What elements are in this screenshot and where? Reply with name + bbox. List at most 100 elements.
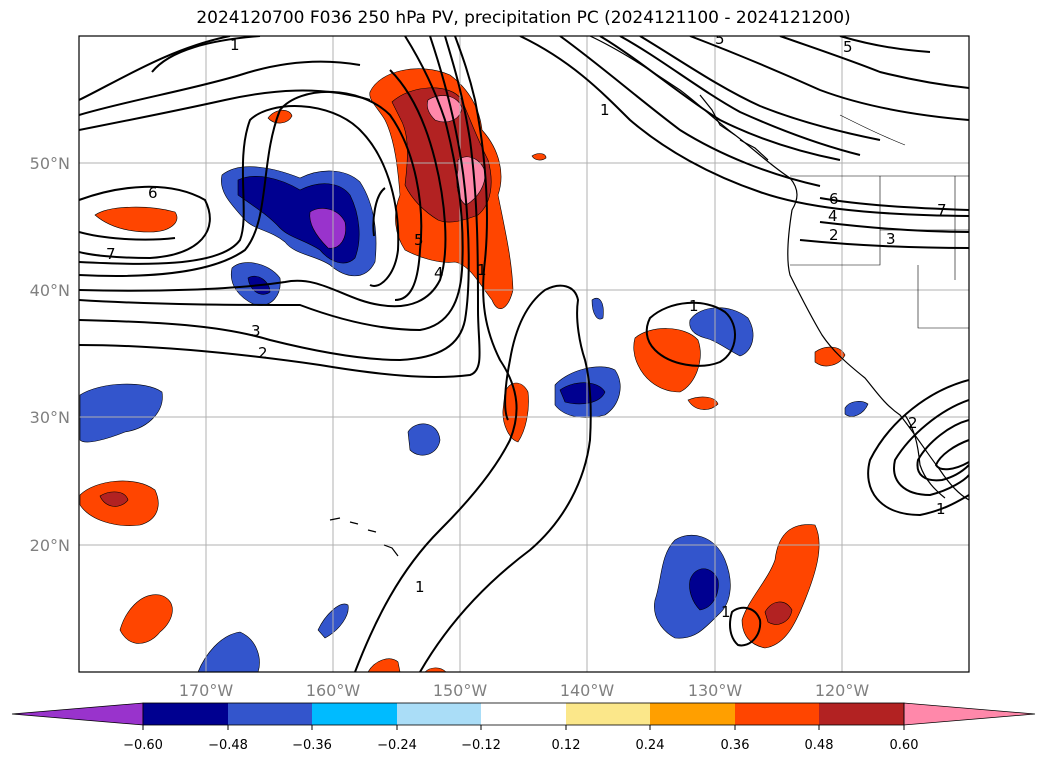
pv-contour bbox=[779, 36, 969, 89]
colorbar-bin bbox=[819, 703, 904, 725]
colorbar-bin bbox=[650, 703, 735, 725]
positive-anomaly-area-strong bbox=[764, 601, 793, 625]
pv-contour bbox=[689, 36, 969, 121]
pv-contour bbox=[639, 36, 881, 141]
latitude-labels: 50°N 40°N 30°N 20°N bbox=[30, 154, 70, 555]
negative-anomaly-area-strong bbox=[689, 568, 719, 611]
figure-title: 2024120700 F036 250 hPa PV, precipitatio… bbox=[196, 8, 851, 28]
state-borders bbox=[790, 114, 969, 329]
pv-contour bbox=[839, 36, 931, 53]
contour-label: 7 bbox=[937, 201, 947, 219]
map-frame bbox=[78, 35, 970, 673]
negative-anomaly-area bbox=[79, 383, 163, 443]
pv-contour bbox=[599, 36, 841, 161]
colorbar: −0.60 −0.48 −0.36 −0.24 −0.12 0.12 0.24 … bbox=[11, 702, 1036, 753]
lon-label: 160°W bbox=[306, 681, 361, 700]
colorbar-bin bbox=[397, 703, 481, 725]
contour-label: 2 bbox=[258, 344, 268, 362]
pv-contour bbox=[867, 379, 969, 517]
contour-label: 5 bbox=[715, 30, 725, 48]
colorbar-tick-label: −0.12 bbox=[461, 738, 501, 753]
pv-contour bbox=[559, 36, 821, 187]
pv-contour bbox=[519, 36, 969, 217]
colorbar-bin bbox=[566, 703, 650, 725]
pv-contour bbox=[79, 185, 211, 260]
pv-contour bbox=[354, 36, 518, 672]
negative-anomaly-area bbox=[591, 297, 604, 320]
pv-contour bbox=[79, 36, 481, 378]
lat-label: 50°N bbox=[30, 154, 70, 173]
contour-label: 1 bbox=[689, 297, 699, 315]
pv-contour bbox=[916, 419, 969, 482]
pv-contour bbox=[79, 36, 470, 362]
contour-label: 5 bbox=[843, 38, 853, 56]
positive-anomaly-area bbox=[94, 206, 178, 233]
contour-label: 7 bbox=[106, 245, 116, 263]
pv-contour bbox=[79, 36, 231, 101]
contour-label: 1 bbox=[477, 261, 487, 279]
colorbar-extend-low bbox=[11, 702, 144, 726]
pv-contour bbox=[151, 36, 261, 73]
colorbar-tick-label: −0.36 bbox=[292, 738, 332, 753]
pv-contour bbox=[79, 105, 400, 287]
contour-label: 3 bbox=[251, 322, 261, 340]
colorbar-bin bbox=[228, 703, 312, 725]
lat-label: 30°N bbox=[30, 408, 70, 427]
pv-contour bbox=[419, 284, 592, 672]
contour-label: 1 bbox=[936, 500, 946, 518]
pv-contour bbox=[729, 606, 762, 647]
contour-label: 6 bbox=[148, 184, 158, 202]
colorbar-tick-label: 0.48 bbox=[805, 738, 834, 753]
pv-contour bbox=[372, 187, 386, 237]
pv-contour bbox=[79, 90, 423, 301]
colorbar-extend-high bbox=[903, 702, 1036, 726]
contour-label: 1 bbox=[415, 578, 425, 596]
positive-anomaly-area bbox=[741, 524, 820, 649]
pv-contour bbox=[645, 301, 737, 367]
pv-contours bbox=[79, 36, 969, 672]
contour-label: 6 bbox=[829, 190, 839, 208]
pv-contour bbox=[619, 36, 861, 156]
positive-anomaly-area bbox=[814, 346, 846, 367]
contour-labels: 1 5 5 6 7 1 3 2 6 4 2 3 7 5 1 1 1 2 1 1 … bbox=[106, 30, 947, 621]
negative-anomaly-area-max bbox=[309, 208, 346, 249]
contour-label: 2 bbox=[829, 226, 839, 244]
pv-contour bbox=[79, 60, 361, 116]
lat-label: 20°N bbox=[30, 536, 70, 555]
contour-label: 1 bbox=[230, 36, 240, 54]
positive-anomaly-area bbox=[687, 396, 719, 410]
lon-label: 170°W bbox=[179, 681, 234, 700]
negative-anomaly-area bbox=[197, 631, 260, 672]
pv-contour bbox=[79, 231, 176, 241]
contour-label: 2 bbox=[908, 414, 918, 432]
colorbar-bin bbox=[735, 703, 819, 725]
contour-label: 1 bbox=[600, 101, 610, 119]
contour-label: 4 bbox=[434, 264, 444, 282]
colorbar-tick-label: −0.48 bbox=[208, 738, 248, 753]
hawaii-islands bbox=[329, 517, 399, 557]
lon-label: 120°W bbox=[815, 681, 870, 700]
negative-anomaly-area-strong bbox=[559, 382, 606, 405]
contour-label: 5 bbox=[414, 231, 424, 249]
pv-contour bbox=[79, 69, 447, 308]
lon-label: 150°W bbox=[433, 681, 488, 700]
colorbar-bin bbox=[143, 703, 228, 725]
colorbar-tick-label: 0.12 bbox=[552, 738, 581, 753]
pv-contour bbox=[79, 36, 464, 332]
pv-contour bbox=[893, 399, 969, 497]
positive-anomaly-area bbox=[119, 594, 173, 644]
pv-contour bbox=[799, 239, 969, 249]
colorbar-tick-label: 0.60 bbox=[890, 738, 919, 753]
colorbar-tick-label: 0.36 bbox=[721, 738, 750, 753]
lat-label: 40°N bbox=[30, 281, 70, 300]
baja-coastline bbox=[904, 414, 946, 499]
negative-anomaly-area bbox=[844, 401, 869, 417]
pv-contour bbox=[819, 197, 969, 211]
contour-label: 3 bbox=[886, 230, 896, 248]
colorbar-tick-label: 0.24 bbox=[636, 738, 665, 753]
gridlines bbox=[79, 36, 969, 672]
colorbar-ticks bbox=[142, 725, 905, 730]
pv-contour bbox=[819, 221, 969, 233]
positive-anomaly-area bbox=[531, 153, 547, 161]
